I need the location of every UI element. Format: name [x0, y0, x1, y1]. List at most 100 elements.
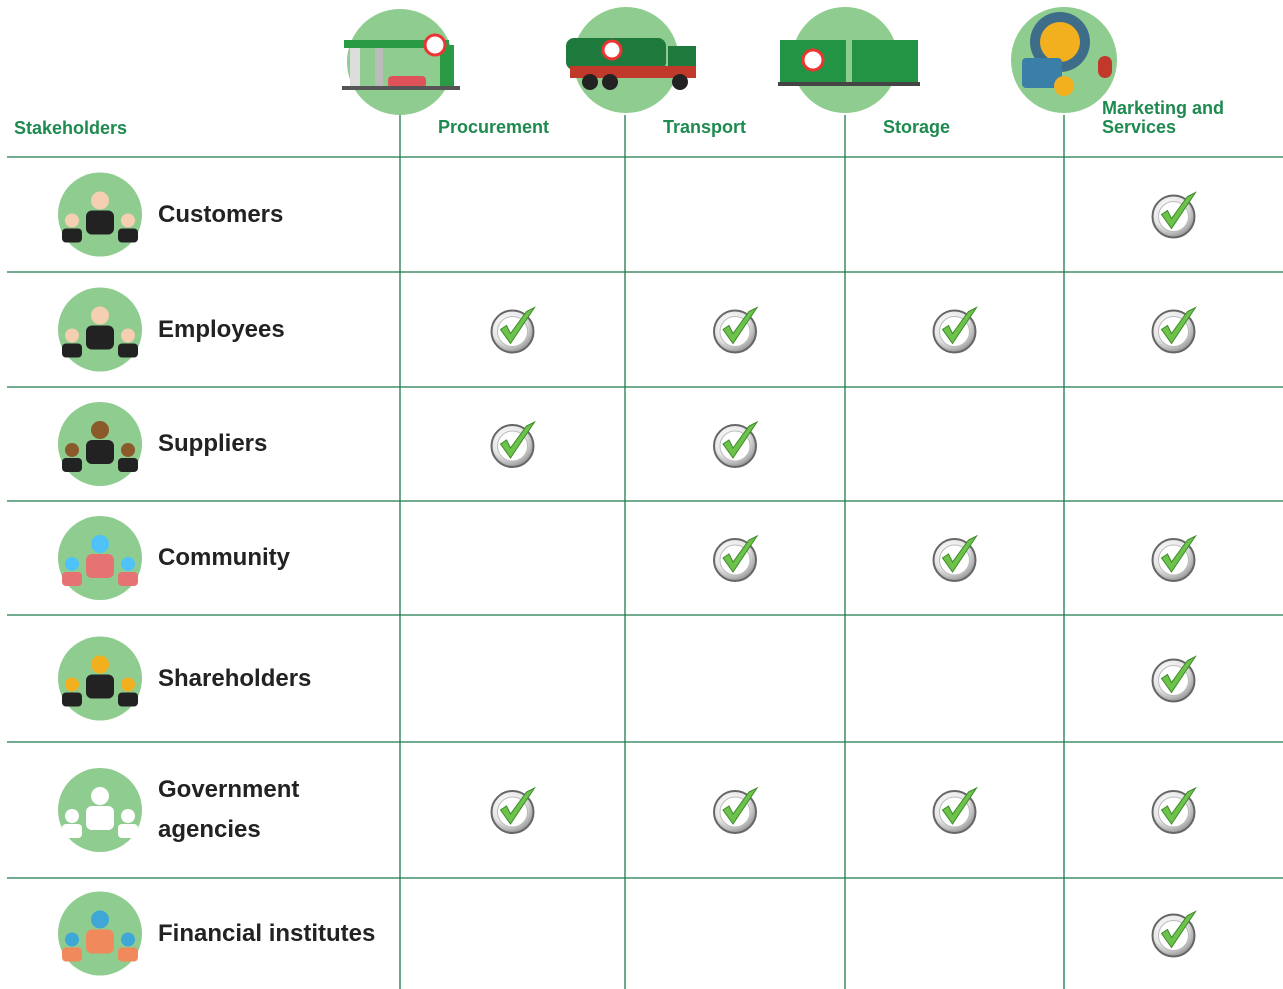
check-tick — [1160, 910, 1197, 949]
check-tick — [722, 420, 759, 459]
stakeholder-icon — [58, 172, 142, 257]
stakeholder-icon — [58, 402, 142, 486]
column-header: Storage — [883, 117, 951, 137]
icon-head — [65, 557, 79, 571]
icon-body — [118, 458, 138, 472]
icon-head — [91, 306, 109, 325]
icon-head — [121, 328, 135, 343]
check-tick — [722, 534, 759, 573]
check-mark — [932, 534, 978, 582]
column-header: Marketing and Services — [1102, 98, 1225, 137]
column-header: Transport — [663, 117, 747, 137]
check-mark — [932, 306, 978, 354]
stakeholder-icon — [58, 891, 142, 976]
icon-body — [62, 228, 82, 243]
check-mark — [1151, 191, 1197, 239]
icon-head — [65, 677, 79, 692]
check-tick — [499, 786, 536, 825]
stakeholder-name: Suppliers — [158, 430, 268, 457]
icon-body — [62, 947, 82, 962]
icon-head — [121, 443, 135, 457]
check-mark — [1151, 306, 1197, 354]
icon-head — [91, 910, 109, 929]
check-tick — [1160, 655, 1197, 694]
icon-body — [118, 572, 138, 586]
icon-head — [91, 191, 109, 210]
icon-head — [121, 557, 135, 571]
check-tick — [499, 306, 536, 345]
icon-body — [118, 692, 138, 707]
stakeholder-icon — [58, 768, 142, 852]
icon-head — [65, 809, 79, 823]
icon-body — [86, 210, 114, 235]
icon-body — [62, 692, 82, 707]
stakeholder-name: agencies — [158, 816, 261, 843]
icon-body — [62, 343, 82, 358]
stakeholder-name: Shareholders — [158, 664, 312, 692]
stakeholder-icon — [58, 636, 142, 721]
stakeholder-name: Employees — [158, 315, 285, 343]
stakeholder-name: Government — [158, 776, 300, 803]
procurement-icon — [342, 9, 460, 115]
check-mark — [713, 420, 759, 468]
icon-body — [86, 440, 114, 464]
check-mark — [713, 786, 759, 834]
check-mark — [1151, 534, 1197, 582]
check-mark — [1151, 910, 1197, 958]
marketing-icon — [1011, 7, 1117, 113]
icon-body — [86, 674, 114, 699]
check-tick — [941, 534, 978, 573]
check-tick — [1160, 534, 1197, 573]
check-mark — [1151, 655, 1197, 703]
transport-icon — [566, 7, 696, 113]
check-mark — [490, 306, 536, 354]
check-mark — [1151, 786, 1197, 834]
check-tick — [722, 306, 759, 345]
check-tick — [1160, 191, 1197, 230]
check-mark — [490, 786, 536, 834]
icon-head — [121, 932, 135, 947]
check-tick — [722, 786, 759, 825]
check-tick — [941, 786, 978, 825]
check-tick — [1160, 306, 1197, 345]
storage-icon — [778, 7, 920, 113]
stakeholder-name: Financial institutes — [158, 919, 376, 947]
icon-body — [118, 947, 138, 962]
icon-head — [91, 655, 109, 674]
stakeholder-name: Customers — [158, 200, 284, 228]
check-mark — [490, 420, 536, 468]
icon-body — [118, 343, 138, 358]
check-tick — [499, 420, 536, 459]
icon-head — [65, 443, 79, 457]
icon-body — [86, 806, 114, 830]
icon-body — [86, 554, 114, 578]
icon-body — [118, 228, 138, 243]
icon-head — [91, 535, 109, 553]
icon-head — [91, 787, 109, 805]
check-mark — [713, 534, 759, 582]
stakeholders-header: Stakeholders — [14, 118, 128, 138]
icon-body — [86, 929, 114, 954]
icon-head — [65, 932, 79, 947]
icon-head — [65, 213, 79, 228]
check-tick — [1160, 786, 1197, 825]
icon-head — [91, 421, 109, 439]
stakeholder-icon — [58, 287, 142, 372]
icon-head — [121, 677, 135, 692]
stakeholder-name: Community — [158, 544, 290, 571]
icon-body — [118, 824, 138, 838]
stakeholder-icon — [58, 516, 142, 600]
column-header: Procurement — [438, 117, 550, 137]
icon-head — [65, 328, 79, 343]
icon-body — [86, 325, 114, 350]
check-mark — [932, 786, 978, 834]
icon-body — [62, 572, 82, 586]
check-tick — [941, 306, 978, 345]
icon-body — [62, 458, 82, 472]
icon-body — [62, 824, 82, 838]
icon-head — [121, 213, 135, 228]
icon-head — [121, 809, 135, 823]
check-mark — [713, 306, 759, 354]
